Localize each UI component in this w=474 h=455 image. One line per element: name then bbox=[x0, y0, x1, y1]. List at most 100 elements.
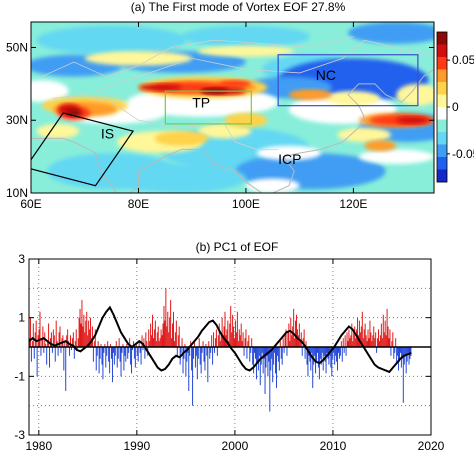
pc1-bar bbox=[89, 329, 91, 347]
pc1-bar bbox=[182, 347, 184, 374]
field-blob bbox=[288, 89, 332, 101]
pc1-bar bbox=[49, 347, 51, 368]
coastline bbox=[73, 141, 263, 193]
pc1-bar bbox=[386, 308, 388, 347]
field-blob bbox=[224, 112, 268, 128]
pc1-bar bbox=[202, 341, 204, 347]
pc1-bar bbox=[305, 341, 307, 347]
field-blob bbox=[31, 80, 69, 103]
pc1-bar bbox=[270, 347, 272, 371]
region-box-tp bbox=[164, 90, 252, 125]
pc1-bar bbox=[169, 317, 171, 347]
pc1-bar bbox=[79, 308, 81, 347]
pc1-bar bbox=[128, 347, 130, 353]
pc1-bar bbox=[320, 347, 322, 365]
pc1-bar bbox=[70, 335, 72, 347]
pc1-bar bbox=[78, 317, 80, 347]
pc1-bar bbox=[373, 326, 375, 347]
pc1-bar bbox=[380, 323, 382, 347]
pc1-bar bbox=[222, 338, 224, 347]
pc1-bar bbox=[214, 338, 216, 347]
field-blob bbox=[326, 91, 381, 106]
pc1-bar bbox=[219, 341, 221, 347]
pc1-bar bbox=[255, 347, 257, 359]
pc1-bar bbox=[163, 305, 165, 347]
pc1-bar bbox=[314, 347, 316, 356]
ts-x-tick-label: 2010 bbox=[320, 439, 347, 453]
pc1-bar bbox=[297, 335, 299, 347]
colorbar-swatch bbox=[437, 94, 447, 108]
pc1-bar bbox=[351, 323, 353, 347]
field-blob bbox=[245, 178, 300, 193]
region-box-nc bbox=[277, 54, 419, 107]
pc1-bar bbox=[81, 300, 83, 347]
pc1-bar bbox=[274, 347, 276, 353]
field-blob bbox=[348, 22, 434, 44]
map-x-tick-label: 100E bbox=[232, 197, 260, 211]
pc1-bar bbox=[254, 347, 256, 353]
pc1-bar bbox=[331, 347, 333, 377]
pc1-bar bbox=[99, 347, 101, 359]
pc1-bar bbox=[395, 338, 397, 347]
pc1-bar bbox=[111, 347, 113, 383]
pc1-bar bbox=[95, 347, 97, 371]
pc1-bar bbox=[159, 338, 161, 347]
pc1-bar bbox=[313, 347, 315, 365]
pc1-bar bbox=[94, 329, 96, 347]
region-label-nc: NC bbox=[316, 67, 336, 83]
pc1-bar bbox=[83, 314, 85, 347]
pc1-bar bbox=[92, 347, 94, 362]
pc1-bar bbox=[85, 320, 87, 347]
colorbar-tick-label: 0.05 bbox=[452, 53, 474, 67]
pc1-bar bbox=[391, 341, 393, 347]
pc1-bar bbox=[345, 347, 347, 356]
pc1-bar bbox=[130, 347, 132, 365]
pc1-bar bbox=[364, 323, 366, 347]
pc1-bar bbox=[136, 347, 138, 356]
pc1-bar bbox=[48, 323, 50, 347]
pc1-bar bbox=[227, 320, 229, 347]
pc1-bar bbox=[397, 347, 399, 356]
pc1-bar bbox=[398, 347, 400, 371]
pc1-bar bbox=[360, 326, 362, 347]
pc1-bar bbox=[258, 347, 260, 356]
pc1-bar bbox=[64, 341, 66, 347]
pc1-bar bbox=[292, 326, 294, 347]
pc1-bar bbox=[355, 338, 357, 347]
pc1-bar bbox=[97, 341, 99, 347]
pc1-bar bbox=[346, 332, 348, 347]
field-blob bbox=[337, 127, 392, 143]
pc1-bar bbox=[396, 347, 398, 365]
pc1-bar bbox=[54, 347, 56, 362]
pc1-bar bbox=[242, 332, 244, 347]
pc1-bar bbox=[198, 338, 200, 347]
pc1-bar bbox=[152, 338, 154, 347]
pc1-bar bbox=[291, 335, 293, 347]
pc1-bar bbox=[374, 338, 376, 347]
pc1-bar bbox=[343, 347, 345, 353]
pc1-bar bbox=[59, 326, 61, 347]
pc1-bar bbox=[114, 347, 116, 356]
pc1-bar bbox=[192, 347, 194, 406]
pc1-bar bbox=[126, 344, 128, 347]
colorbar-swatch bbox=[437, 169, 447, 183]
pc1-bar bbox=[140, 347, 142, 365]
colorbar-swatch bbox=[437, 157, 447, 170]
pc1-bar bbox=[73, 347, 75, 359]
pc1-bar bbox=[42, 326, 44, 347]
pc1-bar bbox=[155, 341, 157, 347]
pc1-bar bbox=[149, 341, 151, 347]
ts-x-tick-label: 1980 bbox=[25, 439, 52, 453]
pc1-bar bbox=[139, 347, 141, 353]
pc1-bar bbox=[259, 347, 261, 386]
pc1-bar bbox=[245, 329, 247, 347]
pc1-bar bbox=[62, 335, 64, 347]
pc1-bar bbox=[201, 347, 203, 353]
pc1-bar bbox=[357, 317, 359, 347]
colorbar-swatch bbox=[437, 119, 447, 133]
pc1-bar bbox=[375, 332, 377, 347]
pc1-bar bbox=[111, 347, 113, 359]
colorbar-swatch bbox=[437, 132, 447, 145]
pc1-bar bbox=[203, 347, 205, 362]
pc1-bar bbox=[358, 320, 360, 347]
